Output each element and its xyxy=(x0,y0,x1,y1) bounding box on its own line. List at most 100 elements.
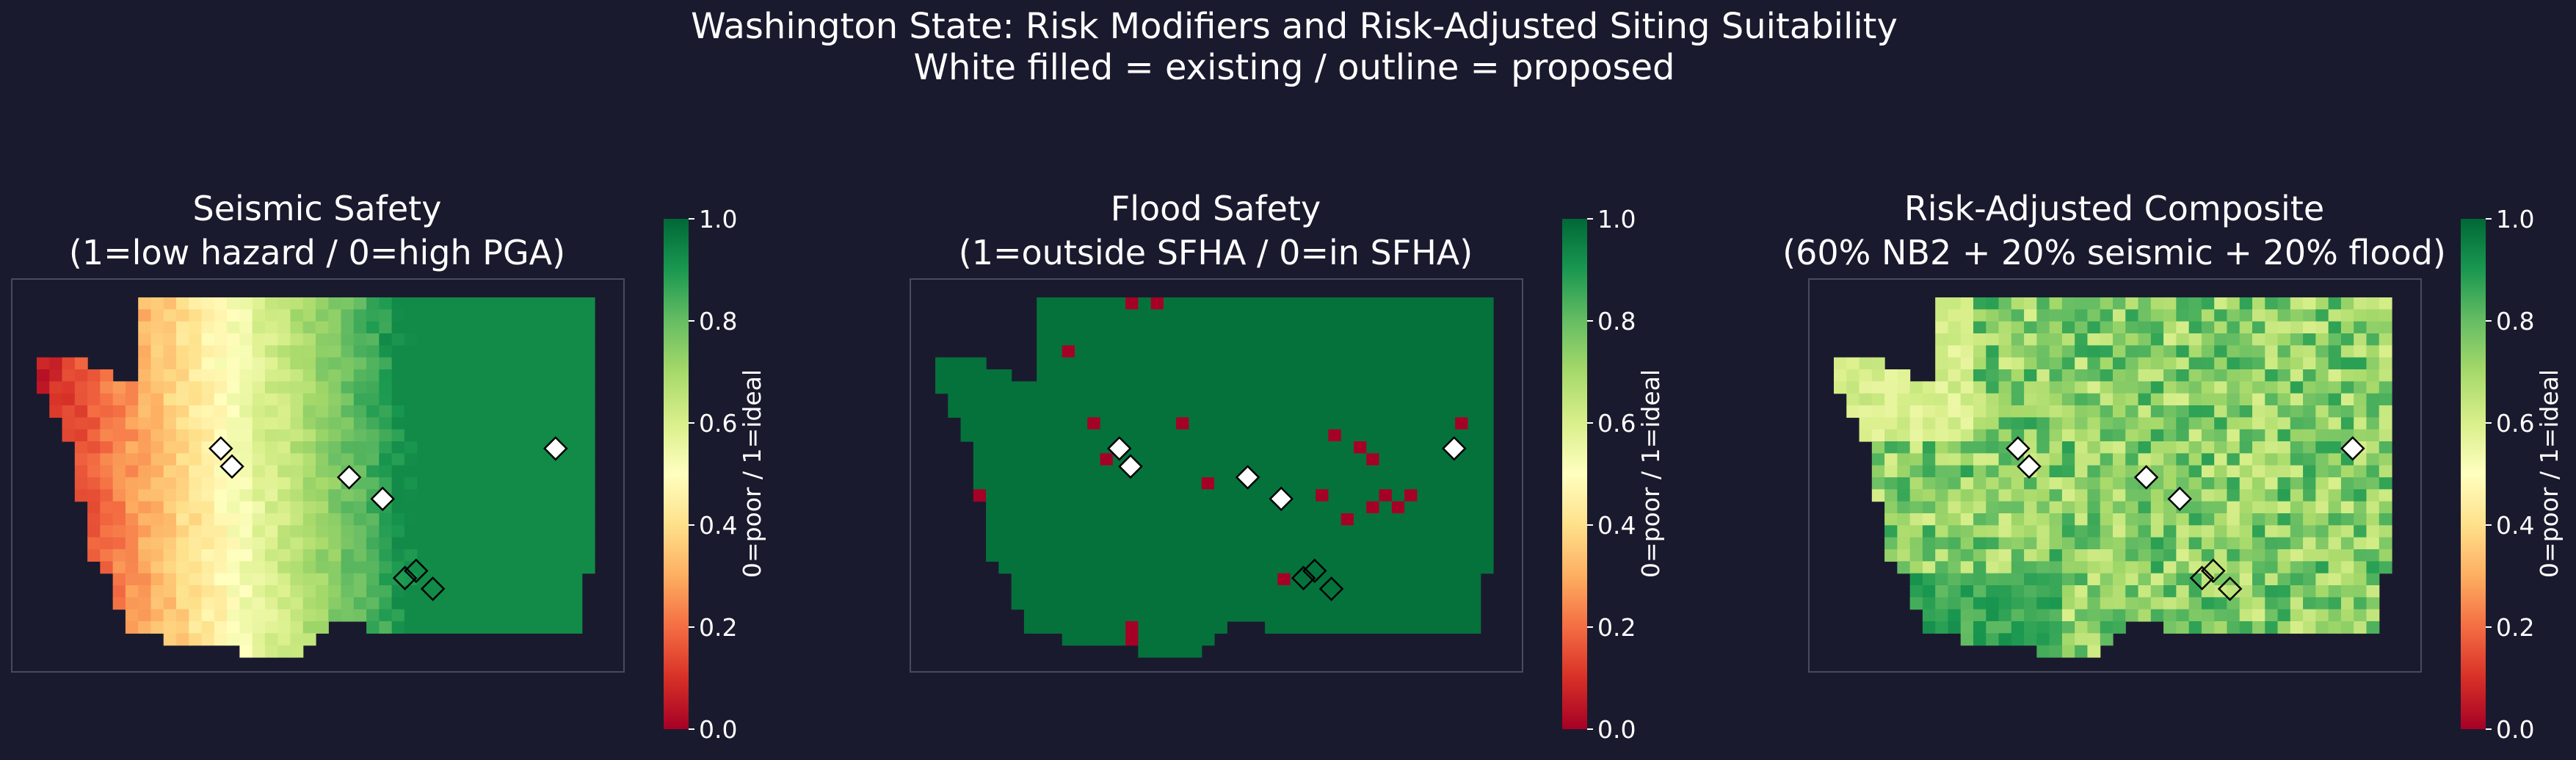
heatmap-cell xyxy=(391,621,405,634)
heatmap-cell xyxy=(1277,345,1291,358)
heatmap-cell xyxy=(353,297,367,310)
heatmap-cell xyxy=(2201,357,2215,370)
heatmap-cell xyxy=(1290,597,1304,610)
heatmap-cell xyxy=(1340,465,1354,478)
heatmap-cell xyxy=(189,561,203,574)
heatmap-cell xyxy=(1467,573,1481,586)
heatmap-cell xyxy=(1960,609,1974,622)
heatmap-cell xyxy=(2265,573,2279,586)
heatmap-cell xyxy=(2328,537,2342,550)
heatmap-cell xyxy=(379,297,393,310)
heatmap-cell xyxy=(37,381,50,394)
heatmap-cell xyxy=(480,441,494,454)
heatmap-cell xyxy=(2100,489,2114,502)
heatmap-cell xyxy=(366,465,380,478)
heatmap-cell xyxy=(1150,465,1164,478)
heatmap-cell xyxy=(1998,333,2012,346)
heatmap-cell xyxy=(1075,321,1088,334)
heatmap-cell xyxy=(2277,609,2291,622)
heatmap-cell xyxy=(1150,369,1164,382)
heatmap-cell xyxy=(506,561,519,574)
heatmap-cell xyxy=(1897,381,1911,394)
heatmap-cell xyxy=(2252,333,2265,346)
heatmap-cell xyxy=(227,393,240,406)
heatmap-cell xyxy=(2163,333,2177,346)
heatmap-cell xyxy=(189,405,203,418)
heatmap-cell xyxy=(543,321,557,334)
heatmap-cell xyxy=(2366,429,2380,442)
heatmap-cell xyxy=(1239,429,1253,442)
heatmap-cell xyxy=(493,369,507,382)
heatmap-cell xyxy=(264,441,278,454)
heatmap-cell xyxy=(569,453,583,466)
heatmap-cell xyxy=(518,429,532,442)
heatmap-cell xyxy=(1023,393,1037,406)
heatmap-cell xyxy=(1176,513,1190,526)
heatmap-cell xyxy=(125,585,139,598)
heatmap-cell xyxy=(1986,309,2000,322)
heatmap-cell xyxy=(1467,393,1481,406)
heatmap-cell xyxy=(1935,585,1949,598)
heatmap-cell xyxy=(1442,393,1456,406)
heatmap-cell xyxy=(998,441,1012,454)
heatmap-cell xyxy=(1214,585,1227,598)
existing-site-marker xyxy=(1442,436,1467,461)
heatmap-cell xyxy=(2354,405,2368,418)
heatmap-cell xyxy=(2315,609,2329,622)
heatmap-cell xyxy=(442,501,456,514)
heatmap-cell xyxy=(417,537,431,550)
heatmap-cell xyxy=(1340,537,1354,550)
heatmap-cell xyxy=(1404,561,1418,574)
heatmap-cell xyxy=(2277,357,2291,370)
heatmap-cell xyxy=(277,381,291,394)
heatmap-cell xyxy=(353,357,367,370)
heatmap-cell xyxy=(1340,381,1354,394)
heatmap-cell xyxy=(2075,405,2089,418)
heatmap-cell xyxy=(1112,537,1126,550)
heatmap-cell xyxy=(531,393,545,406)
heatmap-cell xyxy=(227,321,240,334)
heatmap-cell xyxy=(1138,321,1152,334)
heatmap-cell xyxy=(2150,561,2164,574)
heatmap-cell xyxy=(1871,453,1885,466)
heatmap-cell xyxy=(1075,597,1088,610)
heatmap-cell xyxy=(1302,525,1316,538)
heatmap-cell xyxy=(1379,453,1393,466)
heatmap-cell xyxy=(1429,441,1443,454)
heatmap-cell xyxy=(201,393,215,406)
heatmap-cell xyxy=(998,429,1012,442)
heatmap-cell xyxy=(2125,381,2139,394)
heatmap-cell xyxy=(2214,441,2228,454)
heatmap-cell xyxy=(1391,573,1405,586)
heatmap-cell xyxy=(1328,525,1342,538)
heatmap-cell xyxy=(1138,621,1152,634)
heatmap-cell xyxy=(2303,429,2316,442)
heatmap-cell xyxy=(1037,381,1051,394)
heatmap-cell xyxy=(480,465,494,478)
heatmap-cell xyxy=(1379,621,1393,634)
heatmap-cell xyxy=(1404,417,1418,430)
heatmap-cell xyxy=(112,417,126,430)
heatmap-cell xyxy=(252,489,266,502)
heatmap-cell xyxy=(1340,489,1354,502)
heatmap-cell xyxy=(986,417,999,430)
heatmap-cell xyxy=(1948,417,1962,430)
heatmap-cell xyxy=(1366,309,1380,322)
heatmap-cell xyxy=(1340,333,1354,346)
heatmap-cell xyxy=(1023,585,1037,598)
heatmap-cell xyxy=(2214,369,2228,382)
heatmap-cell xyxy=(442,513,456,526)
heatmap-cell xyxy=(404,585,418,598)
heatmap-cell xyxy=(1442,297,1456,310)
heatmap-cell xyxy=(1429,369,1443,382)
heatmap-cell xyxy=(328,513,342,526)
heatmap-cell xyxy=(2239,393,2253,406)
heatmap-cell xyxy=(2227,465,2241,478)
heatmap-cell xyxy=(1252,405,1266,418)
heatmap-cell xyxy=(1252,345,1266,358)
heatmap-cell xyxy=(1316,429,1329,442)
heatmap-cell xyxy=(1290,405,1304,418)
heatmap-cell xyxy=(556,585,570,598)
heatmap-cell xyxy=(2011,609,2025,622)
heatmap-cell xyxy=(1354,309,1367,322)
